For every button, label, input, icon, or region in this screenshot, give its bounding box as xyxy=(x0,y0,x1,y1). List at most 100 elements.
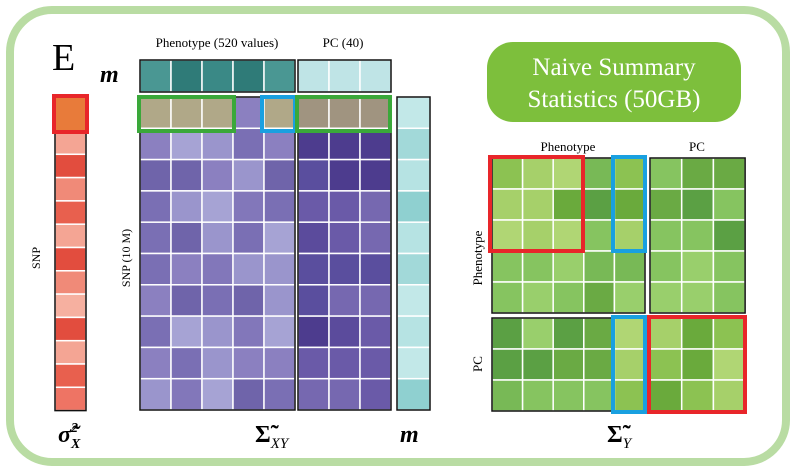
matrix-cell xyxy=(613,317,646,350)
pc-header: PC (40) xyxy=(323,35,364,50)
matrix-cell xyxy=(712,250,746,283)
matrix-cell xyxy=(613,379,646,412)
matrix-cell xyxy=(712,157,746,190)
matrix-cell xyxy=(613,157,646,190)
highlight-box xyxy=(52,94,89,134)
matrix-cell xyxy=(521,317,554,350)
matrix-cell xyxy=(54,96,87,132)
matrix-cell xyxy=(328,221,361,255)
matrix-cell xyxy=(170,96,203,130)
matrix-cell xyxy=(201,96,234,130)
matrix-cell xyxy=(201,346,234,380)
matrix-cell xyxy=(54,316,87,342)
matrix-cell xyxy=(396,96,431,130)
matrix-cell xyxy=(297,190,330,223)
matrix-cell xyxy=(232,96,265,130)
matrix-cell xyxy=(359,158,392,192)
matrix-cell xyxy=(54,339,87,365)
matrix-cell xyxy=(712,219,746,252)
matrix-cell xyxy=(263,346,296,380)
matrix-cell xyxy=(263,221,296,255)
matrix-cell xyxy=(170,315,203,349)
mean-label: m xyxy=(400,422,419,448)
matrix-cell xyxy=(232,59,265,93)
matrix-cell xyxy=(328,158,361,192)
highlight-box xyxy=(488,155,585,253)
matrix-cell xyxy=(613,281,646,314)
matrix-cell xyxy=(613,250,646,283)
sigma-x-symbol: σ̃2 X xyxy=(58,421,81,452)
matrix-cell xyxy=(201,59,234,93)
summary-box xyxy=(487,42,741,122)
matrix-cell xyxy=(359,221,392,255)
cov-col-label: PC xyxy=(689,139,705,154)
matrix-cell xyxy=(680,250,715,283)
matrix-cell xyxy=(54,246,87,272)
matrix-cell xyxy=(328,346,361,380)
cov-col-label: Phenotype xyxy=(541,139,596,154)
matrix-cell xyxy=(649,250,683,283)
matrix-cell xyxy=(680,219,715,252)
matrix-cell xyxy=(263,96,296,130)
symbol-sup: 2 xyxy=(70,421,78,436)
matrix-frame xyxy=(297,59,392,93)
matrix-cell xyxy=(201,127,234,161)
matrix-frame xyxy=(649,157,746,314)
matrix-cell xyxy=(359,190,392,223)
matrix-cell xyxy=(712,348,746,381)
matrix-cell xyxy=(552,348,585,381)
matrix-cell xyxy=(201,315,234,349)
matrix-cell xyxy=(521,188,554,221)
mean-label: m xyxy=(100,62,119,88)
matrix-cell xyxy=(297,127,330,161)
matrix-cell xyxy=(170,346,203,380)
matrix-cell xyxy=(552,281,585,314)
matrix-cell xyxy=(201,158,234,192)
matrix-cell xyxy=(649,281,683,314)
matrix-cell xyxy=(139,158,172,192)
matrix-cell xyxy=(680,379,715,412)
matrix-cell xyxy=(263,190,296,223)
matrix-cell xyxy=(613,219,646,252)
matrix-cell xyxy=(521,379,554,412)
panel-label: E xyxy=(52,37,75,79)
matrix-cell xyxy=(649,219,683,252)
matrix-cell xyxy=(396,127,431,161)
matrix-frame xyxy=(139,59,296,93)
matrix-cell xyxy=(170,59,203,93)
summary-text: Naive Summary xyxy=(532,54,696,81)
matrix-cell xyxy=(232,127,265,161)
cov-row-label: PC xyxy=(470,356,485,372)
matrix-cell xyxy=(712,317,746,350)
matrix-cell xyxy=(396,221,431,255)
matrix-cell xyxy=(170,377,203,411)
matrix-cell xyxy=(170,252,203,286)
matrix-cell xyxy=(263,252,296,286)
matrix-cell xyxy=(201,252,234,286)
matrix-cell xyxy=(139,252,172,286)
symbol-sub: X xyxy=(70,437,81,452)
matrix-cell xyxy=(552,250,585,283)
matrix-cell xyxy=(583,379,616,412)
matrix-cell xyxy=(396,284,431,317)
matrix-cell xyxy=(328,96,361,130)
matrix-cell xyxy=(328,315,361,349)
matrix-cell xyxy=(139,190,172,223)
matrix-cell xyxy=(396,377,431,411)
matrix-cell xyxy=(54,363,87,389)
matrix-cell xyxy=(491,157,524,190)
matrix-cell xyxy=(712,379,746,412)
matrix-cell xyxy=(297,158,330,192)
matrix-cell xyxy=(232,346,265,380)
matrix-cell xyxy=(583,157,616,190)
matrix-cell xyxy=(54,293,87,319)
matrix-cell xyxy=(54,153,87,179)
matrix-cell xyxy=(297,252,330,286)
matrix-cell xyxy=(552,317,585,350)
matrix-cell xyxy=(396,190,431,223)
matrix-cell xyxy=(613,348,646,381)
matrix-cell xyxy=(491,188,524,221)
matrix-cell xyxy=(170,221,203,255)
matrix-cell xyxy=(583,250,616,283)
